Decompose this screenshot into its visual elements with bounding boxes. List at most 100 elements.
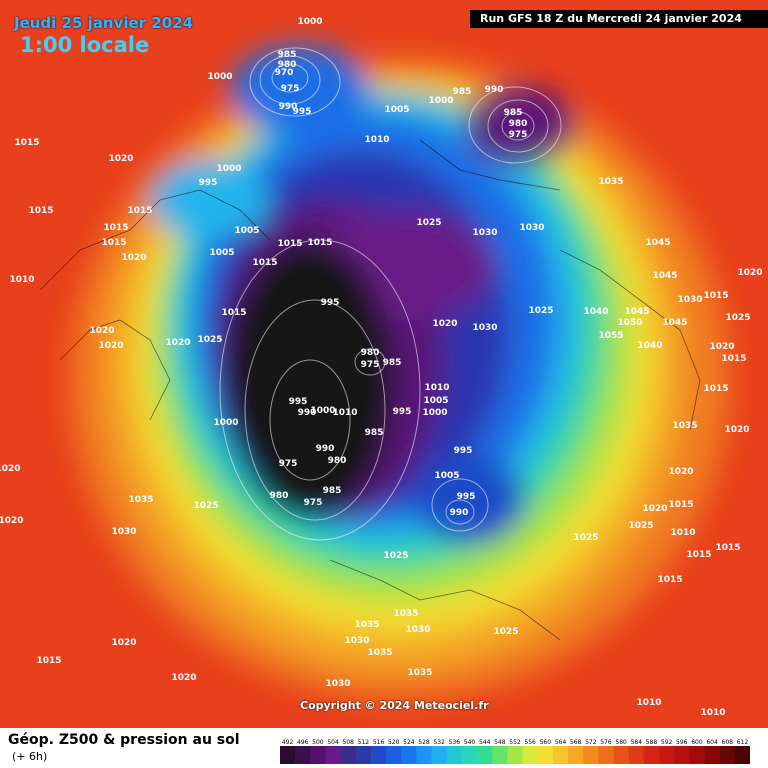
pressure-label: 1045 <box>645 238 670 248</box>
pressure-label: 1020 <box>171 673 196 683</box>
scale-tick-label: 592 <box>661 739 673 746</box>
pressure-label: 980 <box>278 60 297 70</box>
pressure-label: 1020 <box>89 326 114 336</box>
scale-swatch <box>507 746 523 764</box>
pressure-label: 995 <box>454 446 473 456</box>
scale-tick-label: 520 <box>388 739 400 746</box>
pressure-label: 1015 <box>657 575 682 585</box>
pressure-label: 1015 <box>686 550 711 560</box>
geopotential-map: 1000985980970975990995100010051010100098… <box>0 0 768 728</box>
scale-tick-label: 552 <box>509 739 521 746</box>
scale-swatch <box>280 746 296 764</box>
pressure-label: 1015 <box>127 206 152 216</box>
scale-swatch <box>325 746 341 764</box>
pressure-label: 1035 <box>393 609 418 619</box>
pressure-label: 995 <box>293 107 312 117</box>
scale-swatch <box>355 746 372 764</box>
pressure-label: 1015 <box>703 384 728 394</box>
scale-tick-label: 540 <box>464 739 476 746</box>
pressure-label: 985 <box>504 108 523 118</box>
pressure-label: 995 <box>199 178 218 188</box>
pressure-label: 1030 <box>472 228 497 238</box>
pressure-label: 1025 <box>573 533 598 543</box>
pressure-label: 985 <box>365 428 384 438</box>
pressure-label: 1035 <box>354 620 379 630</box>
scale-tick-label: 532 <box>433 739 445 746</box>
pressure-label: 1030 <box>519 223 544 233</box>
pressure-label: 1005 <box>423 396 448 406</box>
legend-title: Géop. Z500 & pression au sol <box>8 732 240 748</box>
scale-tick-label: 504 <box>327 739 339 746</box>
scale-tick-label: 508 <box>343 739 355 746</box>
scale-tick-label: 588 <box>646 739 658 746</box>
pressure-label: 990 <box>298 408 317 418</box>
scale-tick-label: 528 <box>418 739 430 746</box>
pressure-label: 1030 <box>677 295 702 305</box>
scale-swatch <box>568 746 584 764</box>
scale-swatch <box>370 746 387 764</box>
pressure-label: 970 <box>275 68 294 78</box>
pressure-label: 1010 <box>424 383 449 393</box>
pressure-label: 995 <box>321 298 340 308</box>
scale-swatch <box>446 746 463 764</box>
pressure-label: 980 <box>328 456 347 466</box>
scale-swatch <box>310 746 326 764</box>
pressure-label: 990 <box>279 102 298 112</box>
scale-swatch <box>598 746 614 764</box>
pressure-label: 1025 <box>197 335 222 345</box>
legend-panel: Géop. Z500 & pression au sol (+ 6h) 492 4… <box>0 728 768 768</box>
pressure-label: 1030 <box>344 636 369 646</box>
scale-tick-label: 548 <box>494 739 506 746</box>
scale-swatch <box>628 746 645 764</box>
pressure-label: 985 <box>278 50 297 60</box>
scale-swatch <box>734 746 750 764</box>
pressure-label: 1020 <box>0 464 21 474</box>
pressure-label: 1015 <box>14 138 39 148</box>
scale-tick-label: 572 <box>585 739 597 746</box>
pressure-label: 1020 <box>724 425 749 435</box>
pressure-label: 1030 <box>405 625 430 635</box>
scale-swatch <box>461 746 478 764</box>
pressure-label: 1020 <box>432 319 457 329</box>
scale-swatch <box>643 746 660 764</box>
pressure-label: 1000 <box>428 96 453 106</box>
copyright: Copyright © 2024 Meteociel.fr <box>300 699 489 712</box>
scale-tick-label: 580 <box>615 739 627 746</box>
pressure-label: 1015 <box>221 308 246 318</box>
scale-swatch <box>674 746 690 764</box>
scale-swatch <box>659 746 675 764</box>
pressure-label: 1010 <box>700 708 725 718</box>
pressure-label: 1015 <box>252 258 277 268</box>
pressure-label: 985 <box>453 87 472 97</box>
pressure-label: 1045 <box>652 271 677 281</box>
pressure-label: 1020 <box>668 467 693 477</box>
pressure-label: 1000 <box>310 406 335 416</box>
pressure-label: 1025 <box>416 218 441 228</box>
scale-swatch <box>704 746 720 764</box>
pressure-label: 1010 <box>670 528 695 538</box>
pressure-label: 1040 <box>583 307 608 317</box>
pressure-label: 1025 <box>193 501 218 511</box>
pressure-label: 1015 <box>307 238 332 248</box>
pressure-label: 1035 <box>598 177 623 187</box>
pressure-label: 1015 <box>703 291 728 301</box>
pressure-label: 1010 <box>364 135 389 145</box>
pressure-label: 1030 <box>325 679 350 689</box>
pressure-label: 1025 <box>383 551 408 561</box>
pressure-label: 975 <box>509 130 528 140</box>
pressure-label: 995 <box>457 492 476 502</box>
pressure-label: 1040 <box>637 341 662 351</box>
scale-swatch <box>401 746 417 764</box>
pressure-label: 985 <box>383 358 402 368</box>
pressure-label: 1010 <box>9 275 34 285</box>
pressure-label: 1010 <box>332 408 357 418</box>
pressure-label: 1035 <box>128 495 153 505</box>
pressure-label: 1035 <box>407 668 432 678</box>
isobar-contours <box>219 47 562 541</box>
pressure-label: 1045 <box>662 318 687 328</box>
scale-swatch <box>689 746 705 764</box>
pressure-label: 1015 <box>721 354 746 364</box>
pressure-label: 980 <box>509 119 528 129</box>
pressure-label: 1030 <box>111 527 136 537</box>
